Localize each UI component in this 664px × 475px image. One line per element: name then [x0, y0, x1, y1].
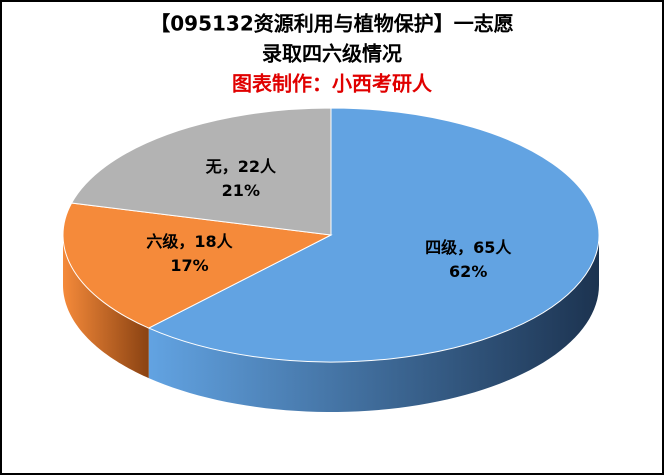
data-label: 六级，18人 — [146, 232, 233, 251]
data-label: 21% — [222, 181, 260, 200]
slice-side — [148, 235, 600, 412]
data-label: 62% — [449, 262, 487, 281]
data-label: 四级，65人 — [425, 238, 512, 257]
slice-side — [63, 235, 149, 379]
slice — [147, 107, 600, 363]
slice — [62, 202, 333, 329]
data-label: 无，22人 — [205, 157, 277, 176]
chart-subtitle: 图表制作：小西考研人 — [232, 72, 433, 96]
chart-title: 【095132资源利用与植物保护】一志愿 — [150, 12, 514, 36]
chart-title: 录取四六级情况 — [262, 42, 402, 66]
data-label: 17% — [170, 256, 208, 275]
slice — [70, 107, 332, 236]
